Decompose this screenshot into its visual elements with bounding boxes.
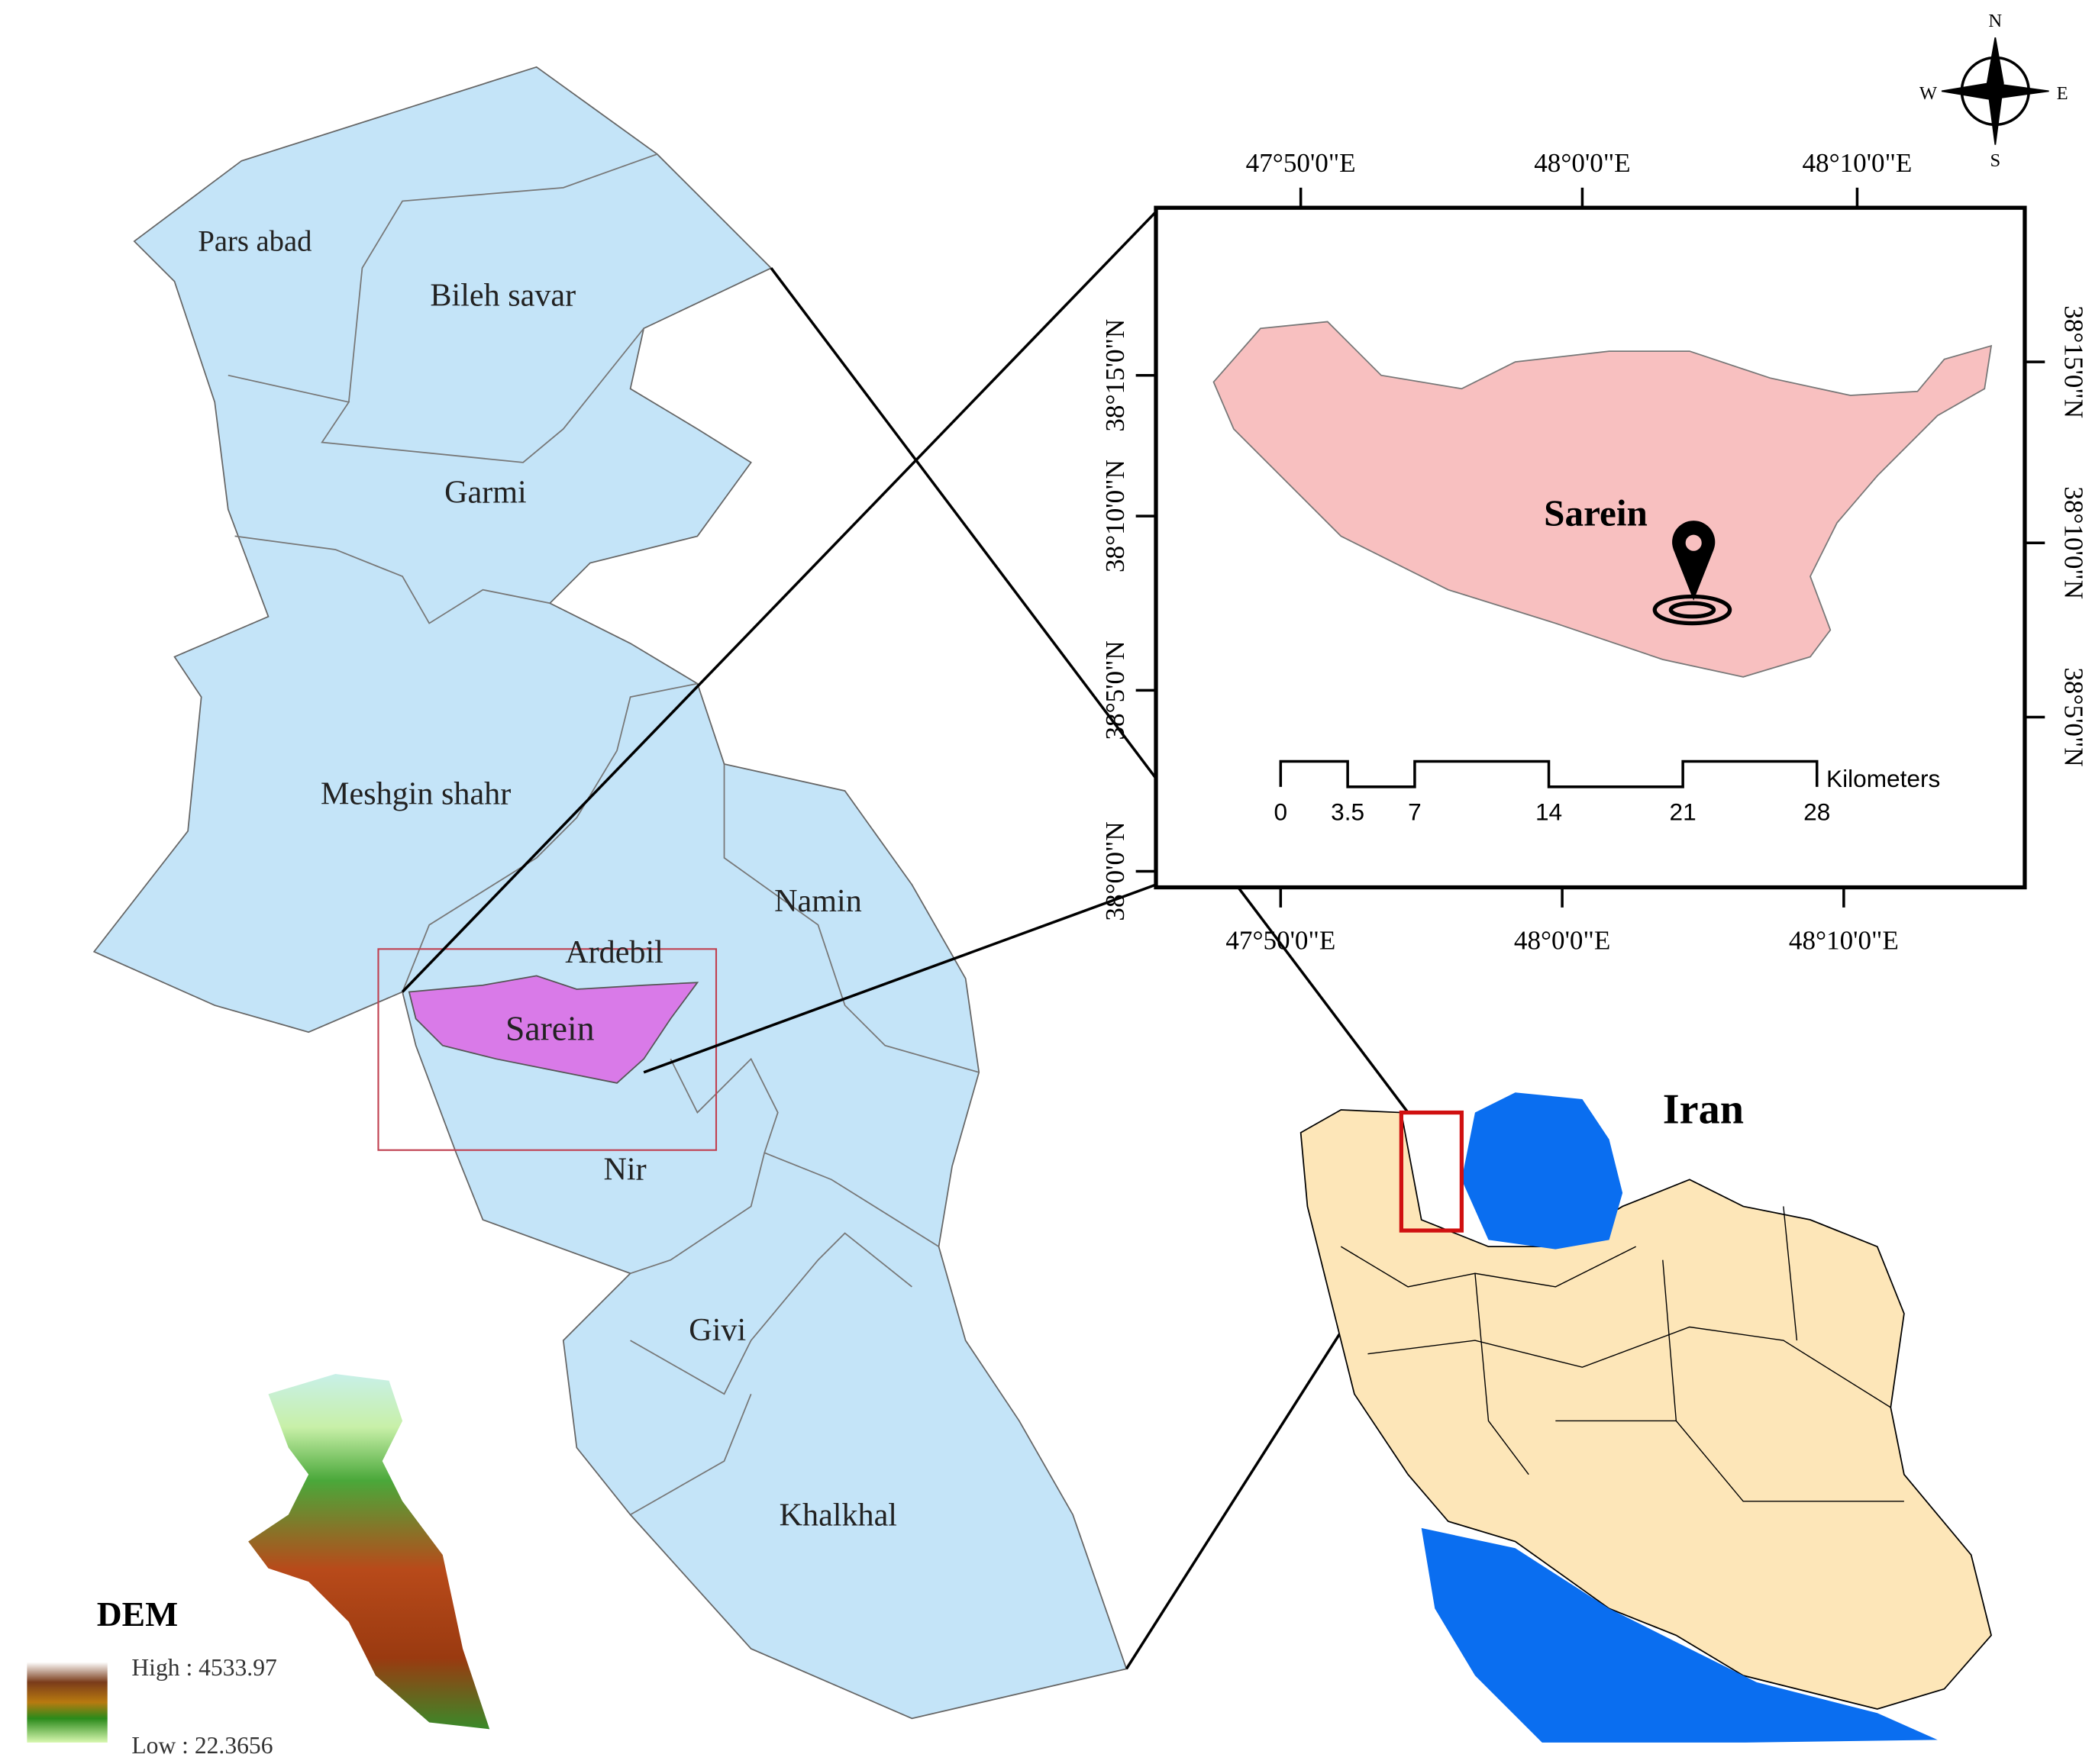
lat-label: 38°15'0"N [1100,319,1130,432]
sarein-area [408,975,699,1084]
legend-high: High : 4533.97 [131,1654,276,1681]
province [92,66,1128,1720]
lon-label: 47°50'0"E [1225,925,1335,955]
inset-label: Sarein [1544,492,1648,534]
scale-unit: Kilometers [1826,765,1940,792]
scale-label: 14 [1535,798,1562,826]
dem-map [248,1373,490,1730]
county-label: Sarein [505,1009,595,1048]
county-label: Meshgin shahr [321,776,511,812]
scale-label: 28 [1803,798,1830,826]
iran-provinces [1340,1206,1904,1502]
legend-low: Low : 22.3656 [131,1732,273,1759]
gulf [1421,1527,1938,1743]
lat-label: 38°0'0"N [1100,821,1130,921]
county-borders [228,153,980,1516]
lat-label: 38°5'0"N [1100,640,1130,740]
legend-title: DEM [97,1595,178,1633]
county-label: Nir [604,1151,647,1187]
county-label: Garmi [444,475,527,511]
pin [1652,521,1732,626]
county-label: Pars abad [198,225,312,257]
lon-label: 48°0'0"E [1514,925,1610,955]
extent-box [377,948,718,1151]
lat-label: 38°10'0"N [2059,486,2089,599]
dem-ramp [27,1662,108,1743]
lat-label: 38°5'0"N [2059,667,2089,766]
lon-label: 48°0'0"E [1534,148,1630,178]
scale-line [1279,759,1819,788]
lat-label: 38°15'0"N [2059,305,2089,418]
scale-label: 21 [1670,798,1697,826]
county-label: Givi [689,1312,746,1348]
scale-label: 0 [1274,798,1288,826]
county-label: Bileh savar [430,277,576,313]
compass [1941,37,2049,145]
scale-label: 3.5 [1331,798,1364,826]
iran [1299,1109,1992,1710]
compass-letter: W [1919,83,1938,104]
compass-letter: S [1990,150,2000,171]
county-label: Khalkhal [780,1497,897,1533]
caspian [1461,1092,1623,1250]
lat-label: 38°10'0"N [1100,460,1130,572]
scale-bar: 0 3.5 7 14 21 28 Kilometers [1274,759,1940,826]
locator-box [1399,1110,1464,1233]
lon-label: 48°10'0"E [1789,925,1899,955]
compass-letter: N [1988,11,2002,31]
lon-label: 47°50'0"E [1246,148,1356,178]
county-label: Ardebil [565,934,663,970]
county-label: Namin [774,883,862,919]
compass-letter: E [2057,83,2068,104]
sarein-inset [1212,321,1993,678]
locator-label: Iran [1663,1086,1744,1134]
lon-label: 48°10'0"E [1802,148,1912,178]
scale-label: 7 [1408,798,1422,826]
